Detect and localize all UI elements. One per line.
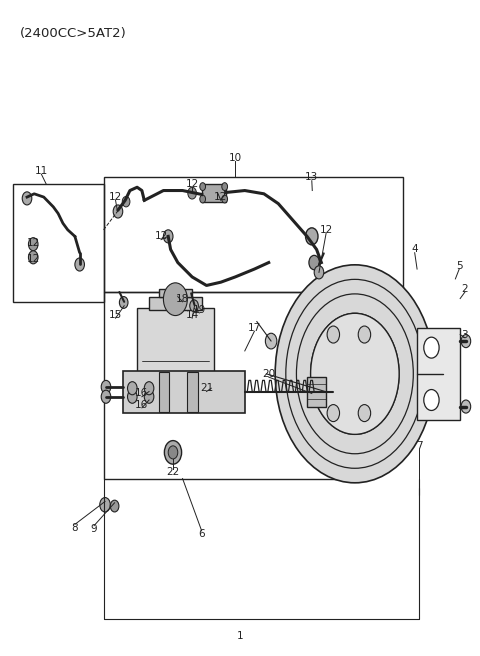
Circle shape xyxy=(110,500,119,512)
Circle shape xyxy=(424,337,439,358)
Circle shape xyxy=(113,205,123,218)
Circle shape xyxy=(120,297,128,308)
Text: 11: 11 xyxy=(35,166,48,176)
Circle shape xyxy=(222,182,228,190)
Text: 7: 7 xyxy=(416,441,423,451)
Circle shape xyxy=(200,182,205,190)
Bar xyxy=(187,372,198,412)
Text: 8: 8 xyxy=(72,523,78,533)
Text: 15: 15 xyxy=(109,310,122,320)
Text: 12: 12 xyxy=(26,255,40,264)
Circle shape xyxy=(101,380,111,394)
Text: 12: 12 xyxy=(109,192,122,202)
Circle shape xyxy=(311,314,399,434)
Circle shape xyxy=(164,441,181,464)
Circle shape xyxy=(314,266,324,279)
Circle shape xyxy=(306,228,318,245)
Circle shape xyxy=(358,405,371,422)
Circle shape xyxy=(168,446,178,459)
Bar xyxy=(104,292,345,479)
Circle shape xyxy=(100,497,110,512)
Circle shape xyxy=(144,382,154,395)
Circle shape xyxy=(22,192,32,205)
Text: 1: 1 xyxy=(237,630,243,641)
Text: 3: 3 xyxy=(462,329,468,340)
Text: 4: 4 xyxy=(411,245,418,255)
Text: 5: 5 xyxy=(456,261,463,271)
Text: 22: 22 xyxy=(167,467,180,477)
Text: 19: 19 xyxy=(192,304,206,315)
Bar xyxy=(137,308,214,374)
Circle shape xyxy=(128,390,137,403)
Bar xyxy=(158,372,169,412)
Text: 10: 10 xyxy=(228,153,242,163)
Text: 12: 12 xyxy=(26,238,40,248)
Circle shape xyxy=(327,326,339,343)
Circle shape xyxy=(265,333,277,349)
Circle shape xyxy=(75,258,84,271)
Text: (2400CC>5AT2): (2400CC>5AT2) xyxy=(20,27,127,40)
Text: 6: 6 xyxy=(198,529,205,539)
Bar xyxy=(149,297,202,310)
Text: 16: 16 xyxy=(135,388,148,398)
Circle shape xyxy=(144,390,154,403)
Circle shape xyxy=(122,196,130,207)
Bar xyxy=(307,377,326,407)
Circle shape xyxy=(163,283,187,316)
Text: 12: 12 xyxy=(155,232,168,241)
Text: 16: 16 xyxy=(135,400,148,409)
Bar xyxy=(158,289,192,297)
Circle shape xyxy=(222,195,228,203)
Circle shape xyxy=(200,195,205,203)
Text: 20: 20 xyxy=(262,369,275,379)
Circle shape xyxy=(190,300,198,312)
Circle shape xyxy=(424,390,439,411)
Circle shape xyxy=(358,326,371,343)
Text: 2: 2 xyxy=(462,284,468,294)
Bar xyxy=(417,328,460,420)
Circle shape xyxy=(28,237,38,251)
Bar xyxy=(123,371,245,413)
Text: 12: 12 xyxy=(214,192,228,202)
Text: 21: 21 xyxy=(200,383,213,393)
Circle shape xyxy=(275,265,434,483)
Bar xyxy=(104,177,403,292)
Text: 17: 17 xyxy=(248,323,261,333)
Circle shape xyxy=(28,251,38,264)
Circle shape xyxy=(163,230,173,243)
Circle shape xyxy=(128,382,137,395)
Circle shape xyxy=(101,390,111,403)
Text: 13: 13 xyxy=(305,173,318,182)
Text: 12: 12 xyxy=(320,225,333,235)
Circle shape xyxy=(461,400,471,413)
Circle shape xyxy=(309,255,320,270)
Bar xyxy=(12,184,104,302)
Circle shape xyxy=(188,187,196,199)
Bar xyxy=(202,184,226,201)
Text: 9: 9 xyxy=(91,524,97,534)
Circle shape xyxy=(461,335,471,348)
Text: 18: 18 xyxy=(176,293,189,304)
Text: 12: 12 xyxy=(185,179,199,189)
Circle shape xyxy=(327,405,339,422)
Text: 14: 14 xyxy=(185,310,199,320)
